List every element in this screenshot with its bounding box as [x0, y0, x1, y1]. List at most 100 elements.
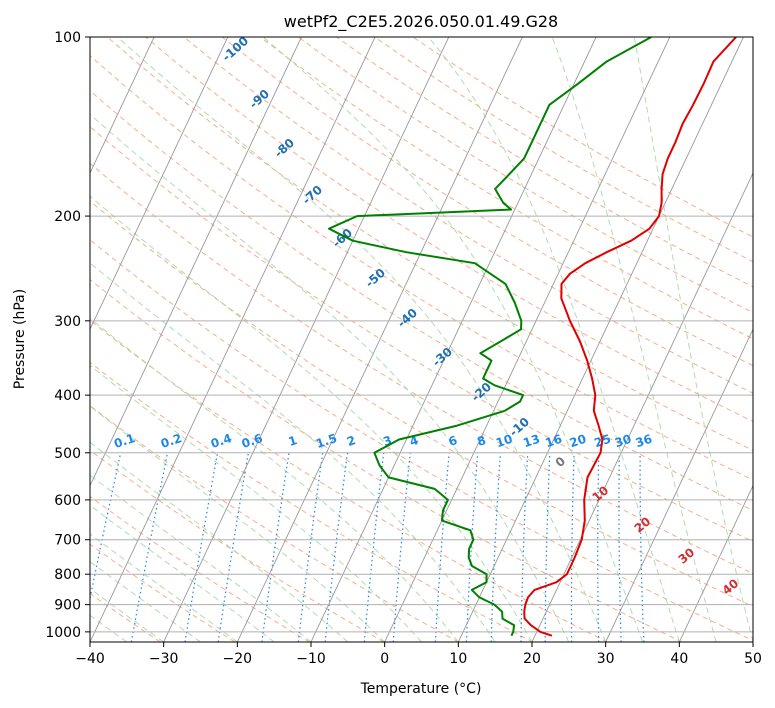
mixing-ratio-line — [392, 452, 411, 642]
chart-title: wetPf2_C2E5.2026.050.01.49.G28 — [284, 12, 558, 32]
y-tick-label: 100 — [54, 30, 81, 46]
mixing-ratio-label: 2 — [345, 433, 357, 449]
mixing-ratio-line — [261, 452, 290, 642]
y-tick-label: 200 — [54, 209, 81, 225]
y-tick-label: 900 — [54, 598, 81, 614]
line-labels: -100-90-80-70-60-50-40-30-20-100.1 0.2 0.4… — [112, 37, 741, 598]
plot-frame — [89, 36, 754, 643]
mixing-ratio-label: 13 — [521, 432, 541, 450]
moist-adiabat-line — [90, 533, 238, 642]
x-tick-label: 30 — [597, 651, 615, 667]
mixing-ratio-line — [90, 452, 122, 602]
y-tick-label: 700 — [54, 533, 81, 549]
x-tick-label: 40 — [670, 651, 688, 667]
mixing-ratio-label: 1 — [287, 433, 299, 449]
moist-adiabat-line — [90, 441, 349, 642]
moist-adiabat-line — [90, 262, 496, 642]
mixing-ratio-line — [490, 452, 501, 642]
y-tick-label: 300 — [54, 314, 81, 330]
mixing-ratio-label: 0.6 — [240, 431, 265, 451]
dry-adiabat-line — [90, 54, 753, 481]
x-tick-label: 0 — [380, 651, 389, 667]
x-tick-label: −10 — [296, 651, 326, 667]
axes: −40 −30 −20 −10 0 10 20 30 40 5010020030040050060… — [45, 30, 762, 667]
dry-adiabat-line — [90, 405, 459, 642]
mixing-ratio-line — [324, 452, 349, 642]
mixing-ratio-line — [639, 452, 645, 642]
moist-adiabat-line — [551, 37, 717, 642]
dry-adiabat-line — [221, 37, 753, 367]
mixing-ratio-label: 0.1 — [112, 431, 137, 451]
x-axis-label: Temperature (°C) — [360, 681, 482, 697]
dry-adiabat-line — [90, 125, 753, 543]
isotherm-line — [457, 37, 744, 642]
isotherm-line — [90, 37, 229, 331]
mixing-ratio-label: 0.4 — [209, 431, 234, 451]
isotherm-line — [90, 37, 302, 487]
isotherm-line — [605, 328, 753, 642]
moist-adiabat-line — [117, 37, 607, 642]
dry-adiabat-line — [90, 278, 683, 642]
moist-adiabat-line — [90, 588, 164, 642]
temperature-profile-line — [523, 37, 737, 637]
mixing-ratio-label: 36 — [634, 432, 654, 450]
y-tick-label: 800 — [54, 567, 81, 583]
isotherm-line — [163, 37, 450, 642]
mixing-ratio-line — [184, 452, 219, 642]
dry-adiabat-line — [90, 319, 608, 642]
mixing-ratio-label: 20 — [568, 432, 588, 450]
x-tick-label: −20 — [223, 651, 253, 667]
y-tick-label: 500 — [54, 446, 81, 462]
y-tick-label: 1000 — [45, 625, 81, 641]
dry-adiabat-line — [90, 200, 753, 608]
mixing-ratio-label: 1.5 — [314, 431, 339, 451]
dry-adiabat-line — [145, 37, 753, 423]
moist-adiabat-line — [90, 504, 275, 642]
mixing-ratio-label: 16 — [544, 432, 564, 450]
isotherm-line — [531, 171, 753, 642]
mixing-ratio-line — [597, 452, 600, 642]
x-tick-label: 10 — [449, 651, 467, 667]
dry-adiabat-line — [90, 592, 161, 642]
mixing-ratio-line — [297, 452, 324, 642]
mixing-ratio-label: 30 — [613, 432, 633, 450]
mixing-ratio-line — [363, 452, 385, 642]
x-tick-label: 50 — [744, 651, 762, 667]
isotherm-line — [310, 37, 597, 642]
profile-lines — [328, 37, 737, 637]
y-tick-label: 400 — [54, 388, 81, 404]
mixing-ratio-line — [520, 452, 529, 642]
moist-adiabat-line — [428, 37, 680, 642]
mixing-ratio-label: 10 — [494, 432, 514, 450]
dry-adiabat-line — [298, 37, 753, 314]
isotherm-line — [90, 37, 155, 175]
mixing-ratio-line — [434, 452, 450, 642]
isotherm-line — [678, 484, 753, 642]
dry-adiabat-line — [90, 449, 385, 642]
dry-adiabat-line — [90, 239, 753, 641]
x-tick-label: −30 — [149, 651, 179, 667]
x-tick-label: −40 — [75, 651, 105, 667]
mixing-ratio-label: 8 — [475, 433, 487, 449]
dewpoint-profile-line — [328, 37, 652, 637]
mixing-ratio-line — [618, 452, 622, 642]
moist-adiabat-line — [90, 364, 422, 642]
moist-adiabat-line — [90, 113, 570, 642]
y-axis-label: Pressure (hPa) — [12, 289, 28, 389]
mixing-ratio-line — [544, 452, 551, 642]
y-tick-label: 600 — [54, 493, 81, 509]
dry-adiabat-line — [90, 162, 753, 575]
mixing-ratio-label: 6 — [447, 433, 459, 449]
isotherm-line — [90, 37, 376, 642]
dry-adiabat-line — [90, 361, 534, 642]
moist-adiabat-line — [90, 405, 386, 642]
moist-adiabat-line — [90, 317, 459, 642]
mixing-ratio-line — [217, 452, 249, 642]
isotherm-line — [236, 37, 523, 642]
mixing-ratio-label: 0.2 — [159, 431, 184, 451]
moist-adiabat-line — [633, 37, 753, 642]
dry-adiabat-line — [90, 90, 753, 511]
